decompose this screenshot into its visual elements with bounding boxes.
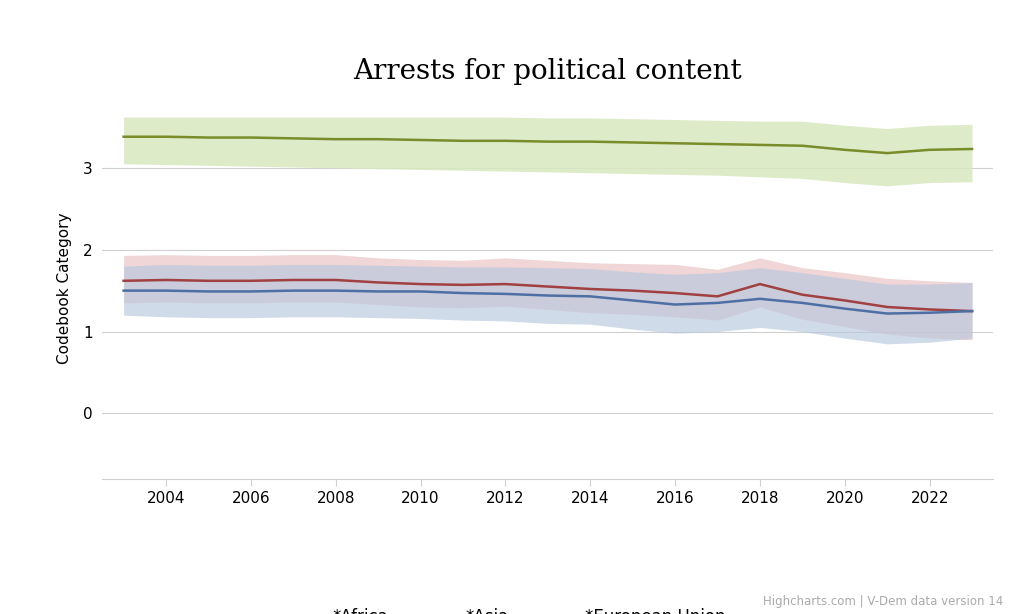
Legend: *Africa, *Asia, *European Union: *Africa, *Asia, *European Union [274, 602, 732, 614]
Text: Highcharts.com | V-Dem data version 14: Highcharts.com | V-Dem data version 14 [763, 595, 1004, 608]
Y-axis label: Codebook Category: Codebook Category [56, 213, 72, 364]
Title: Arrests for political content: Arrests for political content [353, 58, 742, 85]
